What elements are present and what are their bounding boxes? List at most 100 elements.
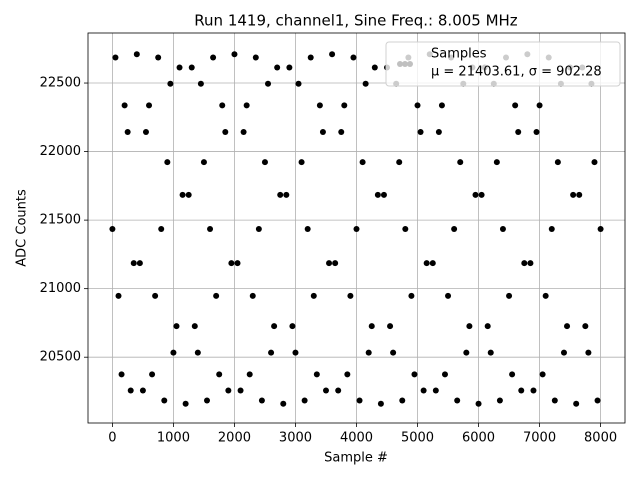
point — [280, 400, 287, 407]
point — [585, 349, 592, 356]
point — [234, 260, 241, 267]
point — [310, 292, 317, 299]
point — [170, 349, 177, 356]
point — [533, 128, 540, 135]
point — [570, 191, 577, 198]
point — [420, 387, 427, 394]
point — [255, 226, 262, 233]
point — [142, 128, 149, 135]
point — [240, 128, 247, 135]
point — [222, 128, 229, 135]
point — [347, 292, 354, 299]
point — [472, 191, 479, 198]
point — [313, 371, 320, 378]
point — [252, 54, 259, 61]
y-tick-label: 20500 — [40, 350, 81, 365]
x-tick-label: 5000 — [401, 431, 434, 446]
point — [329, 51, 336, 58]
point — [268, 349, 275, 356]
point — [191, 323, 198, 330]
point — [484, 323, 491, 330]
x-tick-label: 1000 — [157, 431, 190, 446]
point — [560, 349, 567, 356]
point — [283, 191, 290, 198]
point — [399, 397, 406, 404]
x-tick-label: 7000 — [523, 431, 556, 446]
point — [179, 191, 186, 198]
point — [478, 191, 485, 198]
point — [109, 226, 116, 233]
point — [356, 397, 363, 404]
point — [374, 191, 381, 198]
x-tick-label: 6000 — [462, 431, 495, 446]
point — [496, 397, 503, 404]
point — [112, 54, 119, 61]
point — [176, 64, 183, 71]
point — [457, 159, 464, 166]
point — [319, 128, 326, 135]
point — [316, 102, 323, 109]
point — [402, 226, 409, 233]
point — [261, 159, 268, 166]
point — [127, 387, 134, 394]
point — [213, 292, 220, 299]
point — [466, 323, 473, 330]
point — [146, 102, 153, 109]
point — [454, 397, 461, 404]
point — [338, 128, 345, 135]
point — [322, 387, 329, 394]
point — [237, 387, 244, 394]
y-axis-label: ADC Counts — [15, 189, 30, 267]
point — [152, 292, 159, 299]
point — [286, 64, 293, 71]
point — [124, 128, 131, 135]
point — [207, 226, 214, 233]
x-tick-label: 2000 — [218, 431, 251, 446]
point — [387, 323, 394, 330]
point — [301, 397, 308, 404]
point — [350, 54, 357, 61]
point — [295, 80, 302, 87]
point — [515, 128, 522, 135]
point — [243, 102, 250, 109]
point — [167, 80, 174, 87]
point — [164, 159, 171, 166]
point — [371, 64, 378, 71]
point — [197, 80, 204, 87]
y-tick-label: 21500 — [40, 213, 81, 228]
point — [576, 191, 583, 198]
point — [335, 387, 342, 394]
point — [506, 292, 513, 299]
legend-marker — [402, 61, 408, 67]
y-tick-label: 21000 — [40, 281, 81, 296]
point — [582, 323, 589, 330]
point — [289, 323, 296, 330]
point — [487, 349, 494, 356]
point — [216, 371, 223, 378]
point — [475, 400, 482, 407]
point — [597, 226, 604, 233]
point — [332, 260, 339, 267]
x-axis-label: Sample # — [324, 451, 388, 466]
point — [161, 397, 168, 404]
point — [414, 102, 421, 109]
point — [158, 226, 165, 233]
chart-title: Run 1419, channel1, Sine Freq.: 8.005 MH… — [194, 12, 518, 30]
point — [423, 260, 430, 267]
x-tick-label: 4000 — [340, 431, 373, 446]
point — [463, 349, 470, 356]
point — [359, 159, 366, 166]
point — [411, 371, 418, 378]
point — [539, 371, 546, 378]
point — [380, 191, 387, 198]
point — [493, 159, 500, 166]
y-tick-label: 22500 — [40, 76, 81, 91]
point — [246, 371, 253, 378]
point — [441, 371, 448, 378]
point — [521, 260, 528, 267]
point — [130, 260, 137, 267]
point — [408, 292, 415, 299]
point — [429, 260, 436, 267]
point — [139, 387, 146, 394]
point — [200, 159, 207, 166]
